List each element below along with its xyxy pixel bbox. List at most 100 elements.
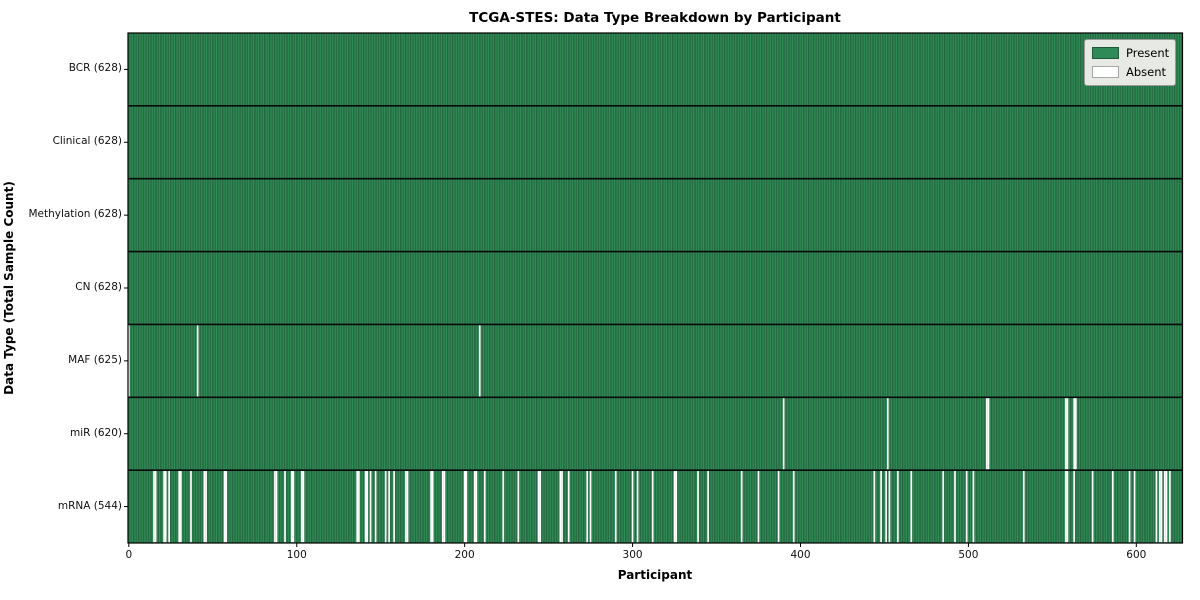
absent-mark <box>1164 470 1166 543</box>
absent-mark <box>483 470 486 543</box>
absent-mark <box>888 470 891 543</box>
absent-mark <box>205 470 207 543</box>
absent-mark <box>673 470 676 543</box>
absent-mark <box>537 470 540 543</box>
absent-mark <box>463 470 466 543</box>
absent-mark <box>430 470 432 543</box>
absent-mark <box>302 470 305 543</box>
absent-mark <box>897 470 899 543</box>
absent-mark <box>475 470 478 543</box>
absent-mark <box>1073 470 1076 543</box>
x-tick-label: 400 <box>790 549 811 561</box>
absent-mark <box>180 470 182 543</box>
absent-mark <box>153 470 155 543</box>
absent-mark <box>300 470 303 543</box>
absent-mark <box>777 470 780 543</box>
absent-mark <box>1169 470 1171 543</box>
absent-mark <box>539 470 542 543</box>
absent-mark <box>614 470 617 543</box>
absent-mark <box>163 470 165 543</box>
absent-mark <box>636 470 639 543</box>
absent-mark <box>274 470 276 543</box>
absent-mark <box>275 470 278 543</box>
absent-mark <box>284 470 286 543</box>
legend-label-present: Present <box>1126 46 1170 60</box>
legend-item-present: Present <box>1092 46 1170 60</box>
absent-mark <box>885 470 887 543</box>
absent-mark <box>707 470 709 543</box>
absent-mark <box>358 470 360 543</box>
x-tick-label: 300 <box>622 549 643 561</box>
y-tick-label: Methylation (628) <box>28 208 122 221</box>
y-tick-label: BCR (628) <box>68 62 122 75</box>
absent-mark <box>589 470 592 543</box>
absent-mark <box>1128 470 1131 543</box>
absent-mark <box>364 470 367 543</box>
absent-mark <box>465 470 468 543</box>
present-field <box>128 33 1183 543</box>
y-tick-label: MAF (625) <box>68 353 122 366</box>
absent-mark <box>168 470 170 543</box>
absent-mark <box>559 470 562 543</box>
absent-swatch-icon <box>1092 66 1119 78</box>
absent-mark <box>290 470 293 543</box>
absent-mark <box>517 470 520 543</box>
absent-mark <box>366 470 369 543</box>
absent-mark <box>965 470 968 543</box>
absent-mark <box>225 470 228 543</box>
y-tick-label: CN (628) <box>75 281 122 293</box>
absent-mark <box>443 470 446 543</box>
absent-mark <box>942 470 945 543</box>
y-tick-label: mRNA (544) <box>57 499 122 512</box>
y-tick-label: miR (620) <box>69 426 122 439</box>
absent-mark <box>406 470 409 543</box>
absent-mark <box>405 470 407 543</box>
absent-mark <box>223 470 226 543</box>
absent-mark <box>1064 470 1067 543</box>
absent-mark <box>972 470 975 543</box>
absent-mark <box>792 470 795 543</box>
absent-mark <box>431 470 434 543</box>
absent-mark <box>203 470 206 543</box>
absent-mark <box>1155 470 1158 543</box>
absent-mark <box>356 470 359 543</box>
legend-label-absent: Absent <box>1126 65 1167 79</box>
absent-mark <box>292 470 295 543</box>
absent-mark <box>675 470 678 543</box>
absent-mark <box>164 470 167 543</box>
legend-item-absent: Absent <box>1092 65 1167 79</box>
x-tick-label: 100 <box>286 549 307 561</box>
absent-mark <box>757 470 760 543</box>
absent-mark <box>740 470 743 543</box>
absent-mark <box>441 470 444 543</box>
absent-mark <box>1066 470 1069 543</box>
absent-mark <box>1073 398 1076 470</box>
absent-mark <box>1022 470 1025 543</box>
absent-mark <box>1066 398 1069 470</box>
absent-mark <box>478 325 481 397</box>
absent-mark <box>880 470 882 543</box>
absent-mark <box>1158 470 1161 543</box>
absent-mark <box>1075 398 1077 470</box>
absent-mark <box>987 398 990 470</box>
absent-mark <box>388 470 390 543</box>
absent-mark <box>154 470 157 543</box>
absent-mark <box>1064 398 1067 470</box>
x-tick-label: 500 <box>958 549 979 561</box>
absent-mark <box>196 325 199 397</box>
absent-mark <box>631 470 634 543</box>
absent-mark <box>1133 470 1136 543</box>
absent-mark <box>567 470 570 543</box>
absent-mark <box>473 470 476 543</box>
absent-mark <box>1160 470 1163 543</box>
absent-mark <box>178 470 181 543</box>
legend: Present Absent <box>1084 39 1176 86</box>
absent-mark <box>954 470 956 543</box>
absent-mark <box>986 398 988 470</box>
x-axis-label: Participant <box>617 568 693 582</box>
chart-title: TCGA-STES: Data Type Breakdown by Partic… <box>469 10 841 26</box>
x-tick-label: 200 <box>454 549 475 561</box>
absent-mark <box>586 470 589 543</box>
absent-mark <box>502 470 505 543</box>
